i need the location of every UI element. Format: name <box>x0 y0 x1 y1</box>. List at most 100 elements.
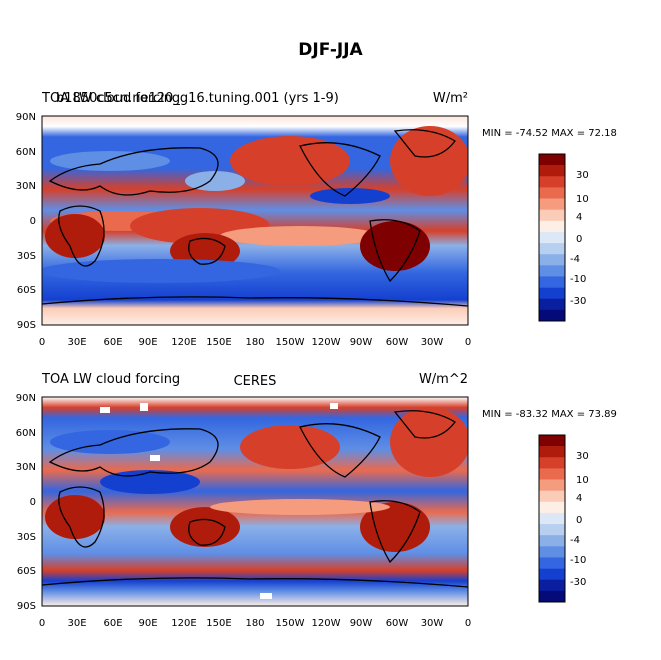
colorbar-swatch <box>539 457 565 469</box>
colorbar-swatch <box>539 254 565 266</box>
svg-text:60W: 60W <box>386 337 409 348</box>
colorbar-frame <box>538 434 566 603</box>
colorbar-swatch <box>539 435 565 447</box>
svg-text:30: 30 <box>576 451 589 462</box>
coastlines <box>42 410 468 588</box>
panel-case-name: b1850c5cn.ne120_g16.tuning.001 (yrs 1-9) <box>56 91 339 106</box>
svg-text:0: 0 <box>39 337 45 348</box>
svg-text:90N: 90N <box>16 393 36 404</box>
svg-text:90W: 90W <box>350 337 373 348</box>
svg-text:30E: 30E <box>67 618 86 629</box>
panel-left-title: TOA LW cloud forcing <box>41 372 180 387</box>
svg-text:30N: 30N <box>16 462 36 473</box>
colorbar-swatch <box>539 209 565 222</box>
plot-frame <box>41 396 469 607</box>
colorbar-labels: 30 10 4 0 -4 -10 -30 <box>570 451 589 588</box>
svg-text:180: 180 <box>245 618 264 629</box>
colorbar-swatch <box>539 176 565 188</box>
svg-text:0: 0 <box>465 337 471 348</box>
coastlines <box>42 129 468 307</box>
svg-text:60W: 60W <box>386 618 409 629</box>
lon-ticks: 0 30E 60E 90E 120E 150E 180 150W 120W 90… <box>39 337 471 348</box>
colorbar-swatch <box>539 568 565 581</box>
colorbar <box>538 153 566 322</box>
map-plot-model: TOA LW cloud forcing b1850c5cn.ne120_g16… <box>16 91 617 348</box>
svg-text:30S: 30S <box>17 251 36 262</box>
colorbar-swatch <box>539 243 565 255</box>
svg-text:120W: 120W <box>312 337 341 348</box>
svg-text:60E: 60E <box>103 337 122 348</box>
svg-text:10: 10 <box>576 475 589 486</box>
figure-title: DJF-JJA <box>298 40 363 60</box>
lat-ticks: 90N 60N 30N 0 30S 60S 90S <box>16 112 36 331</box>
field-shading <box>42 397 468 606</box>
colorbar-swatch <box>539 446 565 458</box>
svg-text:4: 4 <box>576 493 582 504</box>
colorbar-swatch <box>539 579 565 592</box>
colorbar-frame <box>538 153 566 322</box>
colorbar-swatch <box>539 198 565 210</box>
svg-text:0: 0 <box>465 618 471 629</box>
colorbar-swatch <box>539 165 565 177</box>
svg-text:180: 180 <box>245 337 264 348</box>
svg-text:10: 10 <box>576 194 589 205</box>
svg-text:60N: 60N <box>16 147 36 158</box>
svg-text:60S: 60S <box>17 285 36 296</box>
svg-text:90S: 90S <box>17 601 36 612</box>
svg-text:150W: 150W <box>276 618 305 629</box>
svg-text:0: 0 <box>576 515 582 526</box>
colorbar-swatch <box>539 220 565 233</box>
svg-text:150E: 150E <box>206 337 231 348</box>
lat-ticks: 90N 60N 30N 0 30S 60S 90S <box>16 393 36 612</box>
svg-text:30E: 30E <box>67 337 86 348</box>
svg-text:4: 4 <box>576 212 582 223</box>
colorbar-swatch <box>539 276 565 288</box>
svg-text:-4: -4 <box>570 535 580 546</box>
svg-text:-10: -10 <box>570 274 586 285</box>
svg-text:0: 0 <box>30 497 36 508</box>
svg-text:90E: 90E <box>138 337 157 348</box>
colorbar-swatch <box>539 557 565 569</box>
svg-text:120E: 120E <box>171 337 196 348</box>
panel-model: TOA LW cloud forcing b1850c5cn.ne120_g16… <box>0 86 661 356</box>
plot-frame <box>41 115 469 326</box>
colorbar-swatch <box>539 490 565 503</box>
colorbar-swatch <box>539 231 565 244</box>
colorbar-swatch <box>539 265 565 277</box>
svg-text:120W: 120W <box>312 618 341 629</box>
svg-text:150W: 150W <box>276 337 305 348</box>
colorbar-swatch <box>539 590 565 603</box>
field-shading <box>42 116 468 325</box>
svg-text:-10: -10 <box>570 555 586 566</box>
colorbar-swatch <box>539 479 565 491</box>
svg-text:60N: 60N <box>16 428 36 439</box>
colorbar-swatch <box>539 187 565 199</box>
svg-text:90N: 90N <box>16 112 36 123</box>
svg-text:30W: 30W <box>421 337 444 348</box>
map-plot-observations: TOA LW cloud forcing CERES W/m^2 <box>16 372 617 629</box>
colorbar-swatch <box>539 298 565 311</box>
min-max-label: MIN = -74.52 MAX = 72.18 <box>482 128 617 139</box>
svg-text:30: 30 <box>576 170 589 181</box>
svg-text:60E: 60E <box>103 618 122 629</box>
colorbar-labels: 30 10 4 0 -4 -10 -30 <box>570 170 589 307</box>
colorbar <box>538 434 566 603</box>
colorbar-swatch <box>539 524 565 536</box>
colorbar-swatch <box>539 501 565 514</box>
svg-text:120E: 120E <box>171 618 196 629</box>
svg-text:30N: 30N <box>16 181 36 192</box>
svg-text:30W: 30W <box>421 618 444 629</box>
min-max-label: MIN = -83.32 MAX = 73.89 <box>482 409 617 420</box>
svg-text:150E: 150E <box>206 618 231 629</box>
svg-text:-4: -4 <box>570 254 580 265</box>
svg-text:0: 0 <box>39 618 45 629</box>
colorbar-swatch <box>539 154 565 166</box>
svg-text:90S: 90S <box>17 320 36 331</box>
panel-units: W/m^2 <box>419 372 468 387</box>
colorbar-swatch <box>539 546 565 558</box>
colorbar-swatch <box>539 468 565 480</box>
colorbar-swatch <box>539 309 565 322</box>
svg-text:0: 0 <box>576 234 582 245</box>
svg-text:90E: 90E <box>138 618 157 629</box>
panel-center-title: CERES <box>234 374 277 389</box>
